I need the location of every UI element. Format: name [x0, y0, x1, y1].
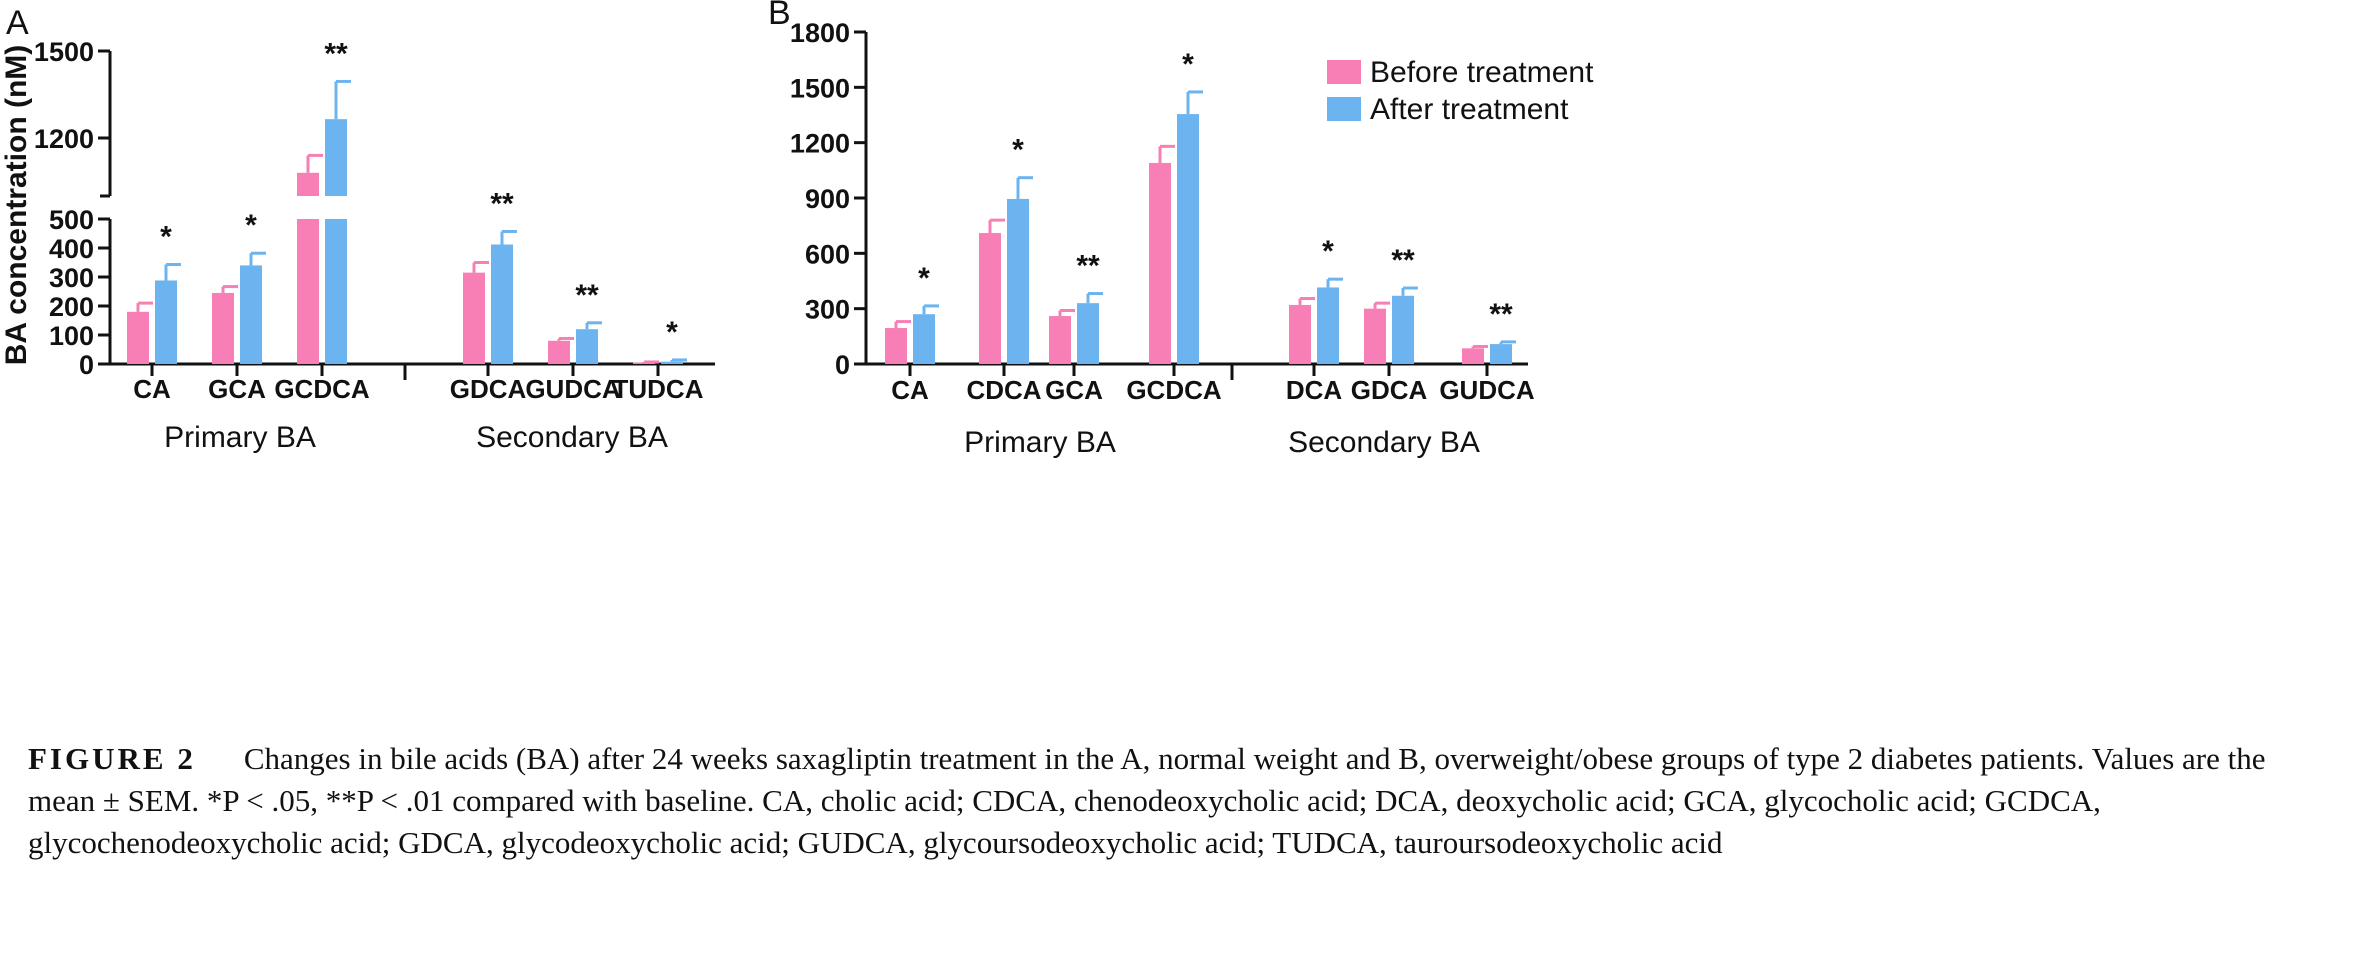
x-tick-label-a: GDCA [450, 374, 527, 404]
legend-swatch-before [1327, 60, 1361, 84]
bar-b [1490, 344, 1512, 364]
significance-mark-a: * [160, 221, 172, 254]
y-tick-label-b: 600 [805, 239, 850, 269]
significance-mark-a: ** [575, 279, 599, 312]
significance-mark-b: * [918, 262, 930, 295]
bar-a [127, 311, 149, 364]
y-tick-label-a: 1500 [34, 37, 94, 67]
y-tick-label-a: 0 [79, 350, 94, 380]
x-tick-label-b: GUDCA [1439, 375, 1535, 405]
significance-mark-b: * [1322, 235, 1334, 268]
y-tick-label-b: 1200 [790, 129, 850, 159]
significance-mark-b: ** [1076, 250, 1100, 283]
bar-a [297, 172, 319, 196]
legend-swatch-after [1327, 97, 1361, 121]
bar-a [325, 219, 347, 364]
y-tick-label-b: 1800 [790, 18, 850, 48]
y-tick-label-b: 300 [805, 295, 850, 325]
y-tick-label-a: 200 [49, 292, 94, 322]
panel-b-chart: B 0 300 600 900 1200 1500 1800 * CA * CDCA ** GCA * GCD… [768, 0, 1594, 459]
bar-a [297, 219, 319, 364]
x-tick-label-b: GDCA [1351, 375, 1428, 405]
x-tick-label-a: CA [133, 374, 171, 404]
significance-mark-b: ** [1391, 244, 1415, 277]
significance-mark-a: * [245, 209, 257, 242]
caption-label: FIGURE 2 [28, 741, 196, 776]
group-label-a: Primary BA [164, 421, 316, 454]
bar-a [463, 272, 485, 364]
bar-a [325, 119, 347, 196]
bar-b [1177, 114, 1199, 364]
y-tick-label-b: 900 [805, 184, 850, 214]
y-tick-label-a: 100 [49, 321, 94, 351]
y-tick-label-a: 300 [49, 263, 94, 293]
bar-a [576, 329, 598, 364]
bar-a [661, 361, 683, 364]
group-label-b: Primary BA [964, 426, 1116, 459]
bar-a [155, 280, 177, 364]
group-label-b: Secondary BA [1288, 426, 1480, 459]
x-tick-label-b: CA [891, 375, 929, 405]
significance-mark-b: ** [1489, 298, 1513, 331]
y-axis-label-a: BA concentration (nM) [0, 45, 33, 366]
y-tick-label-b: 0 [835, 350, 850, 380]
panel-label-b: B [768, 0, 791, 32]
x-tick-label-a: GCDCA [274, 374, 370, 404]
bar-b [1392, 295, 1414, 364]
y-tick-label-a: 1200 [34, 124, 94, 154]
bar-b [1462, 348, 1484, 364]
y-tick-label-b: 1500 [790, 73, 850, 103]
x-tick-label-a: GUDCA [525, 374, 621, 404]
bar-b [1289, 304, 1311, 364]
significance-mark-a: * [666, 316, 678, 349]
x-tick-label-a: GCA [208, 374, 266, 404]
bar-a [548, 340, 570, 364]
caption-text: Changes in bile acids (BA) after 24 week… [28, 741, 2266, 860]
panel-label-a: A [6, 4, 29, 42]
y-tick-label-a: 500 [49, 205, 94, 235]
significance-mark-b: * [1012, 134, 1024, 167]
bar-b [1007, 198, 1029, 364]
x-tick-label-b: GCA [1045, 375, 1103, 405]
x-tick-label-a: TUDCA [613, 374, 704, 404]
y-tick-label-a: 400 [49, 234, 94, 264]
legend-label-before: Before treatment [1370, 56, 1594, 89]
significance-mark-b: * [1182, 48, 1194, 81]
bar-b [1364, 308, 1386, 364]
bar-b [913, 314, 935, 364]
figure-caption: FIGURE 2 Changes in bile acids (BA) after… [28, 738, 2328, 864]
group-label-a: Secondary BA [476, 421, 668, 454]
x-tick-label-b: CDCA [966, 375, 1041, 405]
bar-b [1149, 162, 1171, 364]
bar-b [1317, 287, 1339, 364]
bar-a [491, 244, 513, 364]
x-tick-label-b: DCA [1286, 375, 1343, 405]
bar-a [240, 265, 262, 364]
bile-acid-figure: ABA concentration (nM) 010020030040050012… [0, 0, 1594, 459]
legend-label-after: After treatment [1370, 93, 1569, 126]
bar-a [212, 292, 234, 364]
significance-mark-a: ** [324, 37, 348, 70]
significance-mark-a: ** [490, 187, 514, 220]
bar-b [1077, 303, 1099, 364]
bar-b [979, 233, 1001, 364]
bar-b [1049, 316, 1071, 364]
x-tick-label-b: GCDCA [1126, 375, 1222, 405]
bar-b [885, 328, 907, 364]
